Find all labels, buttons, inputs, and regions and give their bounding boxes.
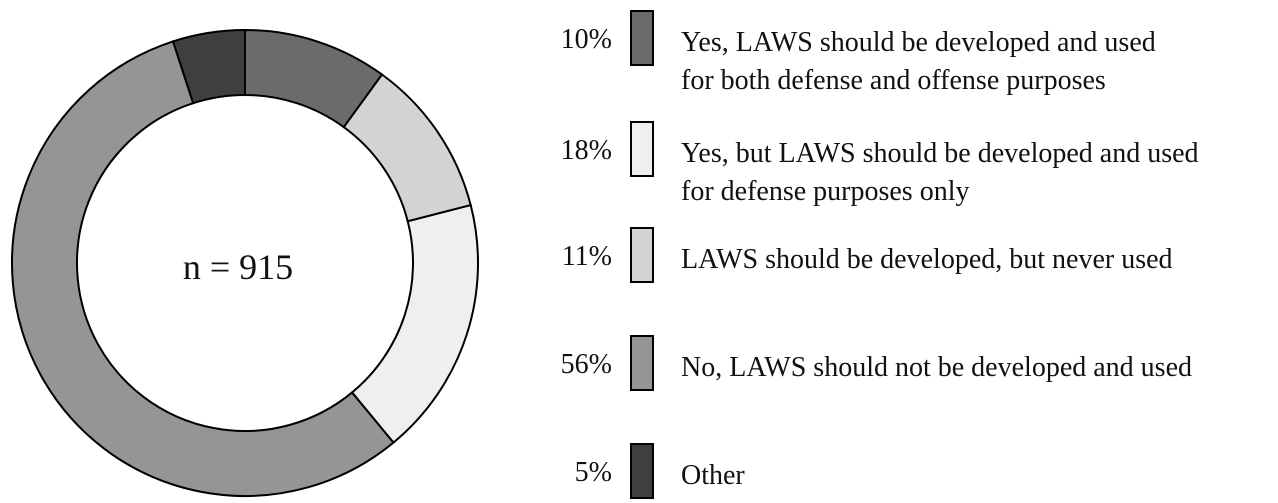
- legend-label: Other: [681, 460, 745, 491]
- legend-label: No, LAWS should not be developed and use…: [681, 352, 1192, 383]
- legend: 10% Yes, LAWS should be developed and us…: [540, 0, 1278, 499]
- legend-label: LAWS should be developed, but never used: [681, 244, 1173, 275]
- legend-label-line: Yes, LAWS should be developed and used: [681, 27, 1156, 58]
- legend-swatch: [630, 121, 654, 177]
- legend-label-line: for both defense and offense purposes: [681, 65, 1106, 96]
- legend-percent: 5%: [574, 457, 612, 488]
- legend-swatch: [630, 10, 654, 66]
- legend-label: Yes, LAWS should be developed and used f…: [681, 24, 1156, 100]
- legend-label: Yes, but LAWS should be developed and us…: [681, 135, 1199, 211]
- legend-percent: 10%: [560, 24, 612, 55]
- legend-item-never-used: 11% LAWS should be developed, but never …: [540, 227, 1278, 287]
- legend-swatch: [630, 335, 654, 391]
- legend-swatch: [630, 227, 654, 283]
- legend-percent: 11%: [561, 241, 612, 272]
- slice-not-developed: [11, 40, 395, 497]
- legend-label-line: Yes, but LAWS should be developed and us…: [681, 138, 1199, 169]
- legend-item-not-developed: 56% No, LAWS should not be developed and…: [540, 335, 1278, 395]
- legend-item-both-purposes: 10% Yes, LAWS should be developed and us…: [540, 10, 1278, 96]
- legend-item-defense-only: 18% Yes, but LAWS should be developed an…: [540, 121, 1278, 207]
- legend-percent: 18%: [560, 135, 612, 166]
- legend-percent: 56%: [560, 349, 612, 380]
- donut-chart: n = 915: [11, 28, 479, 497]
- legend-label-line: for defense purposes only: [681, 176, 970, 207]
- legend-item-other: 5% Other: [540, 443, 1278, 503]
- slice-both-purposes: [244, 28, 384, 129]
- legend-swatch: [630, 443, 654, 499]
- center-label: n = 915: [183, 247, 293, 287]
- slice-defense-only: [350, 203, 479, 444]
